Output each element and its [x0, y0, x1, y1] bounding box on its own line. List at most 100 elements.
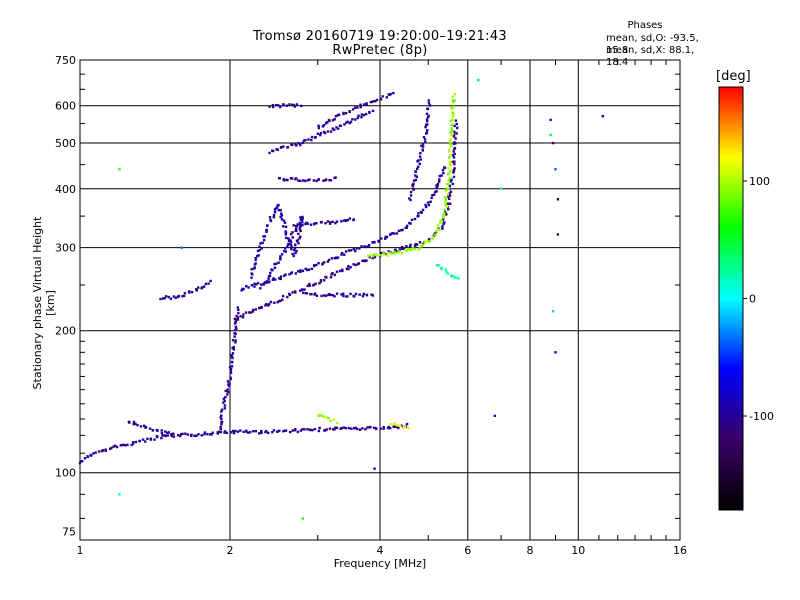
data-point — [220, 423, 223, 426]
data-point — [425, 240, 429, 243]
data-point — [425, 120, 429, 123]
data-point — [429, 200, 432, 203]
x-tick-label: 2 — [227, 544, 234, 557]
data-point — [317, 261, 320, 265]
data-point — [415, 175, 419, 178]
data-point — [235, 327, 238, 330]
data-point — [136, 423, 139, 427]
data-point — [219, 425, 222, 429]
data-point — [445, 187, 448, 191]
data-point — [225, 431, 229, 435]
data-point — [448, 160, 452, 163]
data-point — [443, 166, 446, 169]
data-point — [446, 272, 449, 275]
data-point — [347, 249, 351, 252]
data-point — [219, 430, 223, 434]
data-point — [311, 428, 314, 432]
data-point — [289, 177, 293, 180]
data-point — [286, 178, 289, 182]
data-point — [307, 268, 311, 271]
data-point — [375, 253, 378, 257]
data-point — [335, 421, 339, 425]
data-point — [420, 245, 423, 248]
data-point — [240, 289, 243, 292]
data-point — [229, 371, 233, 375]
data-point — [234, 328, 237, 332]
data-point — [163, 296, 166, 300]
data-point — [294, 227, 298, 230]
data-point — [357, 114, 360, 117]
data-point — [361, 295, 365, 298]
data-point — [451, 111, 454, 115]
data-point — [450, 106, 453, 109]
data-point — [450, 178, 453, 181]
data-point — [290, 248, 293, 251]
data-point — [282, 274, 286, 277]
data-point — [414, 243, 417, 246]
data-point — [403, 426, 407, 429]
data-point — [242, 313, 245, 316]
data-point — [204, 282, 208, 286]
data-point — [370, 100, 374, 104]
data-point — [291, 429, 294, 432]
data-point — [264, 304, 267, 307]
data-point — [333, 273, 337, 277]
data-point — [366, 426, 369, 429]
data-point — [299, 179, 302, 183]
data-point — [250, 276, 253, 279]
data-point — [451, 99, 455, 102]
data-point — [457, 277, 460, 280]
data-point — [79, 460, 83, 463]
data-point — [448, 184, 452, 188]
data-point — [132, 420, 136, 424]
data-point — [426, 201, 430, 204]
data-point — [290, 245, 293, 249]
data-point — [229, 377, 233, 381]
data-point — [435, 186, 439, 189]
data-point — [334, 176, 337, 179]
data-point — [330, 257, 334, 260]
data-point — [278, 177, 281, 180]
data-point — [344, 250, 348, 253]
data-point — [329, 179, 333, 182]
data-point — [443, 212, 446, 215]
data-point — [296, 430, 300, 434]
data-point — [276, 204, 279, 207]
data-point — [447, 178, 451, 181]
trace-es-patch — [317, 413, 339, 425]
data-point — [551, 141, 555, 145]
data-point — [298, 228, 302, 231]
data-point — [273, 262, 276, 266]
data-point — [144, 440, 147, 443]
data-point — [373, 256, 377, 259]
data-point — [430, 196, 433, 200]
data-point — [436, 182, 440, 186]
data-point — [452, 175, 456, 179]
data-point — [418, 247, 421, 250]
data-point — [220, 417, 223, 421]
data-point — [291, 291, 294, 294]
data-point — [172, 435, 176, 438]
data-point — [426, 123, 429, 126]
data-point — [395, 425, 398, 429]
data-point — [301, 221, 304, 224]
x-tick-label: 16 — [673, 544, 687, 557]
data-point — [325, 276, 328, 279]
data-point — [282, 103, 285, 106]
data-point — [284, 273, 287, 276]
data-point — [247, 311, 251, 314]
data-point — [379, 98, 383, 101]
data-point — [257, 254, 260, 257]
data-point — [272, 213, 276, 217]
data-point — [325, 416, 328, 419]
data-point — [219, 416, 222, 419]
data-point — [372, 426, 376, 430]
data-point — [322, 179, 325, 182]
data-point — [348, 109, 351, 113]
data-point — [207, 282, 210, 285]
data-point — [241, 315, 245, 319]
data-point — [254, 262, 257, 265]
data-point — [436, 224, 440, 227]
data-point — [407, 426, 410, 430]
data-point — [333, 428, 336, 431]
